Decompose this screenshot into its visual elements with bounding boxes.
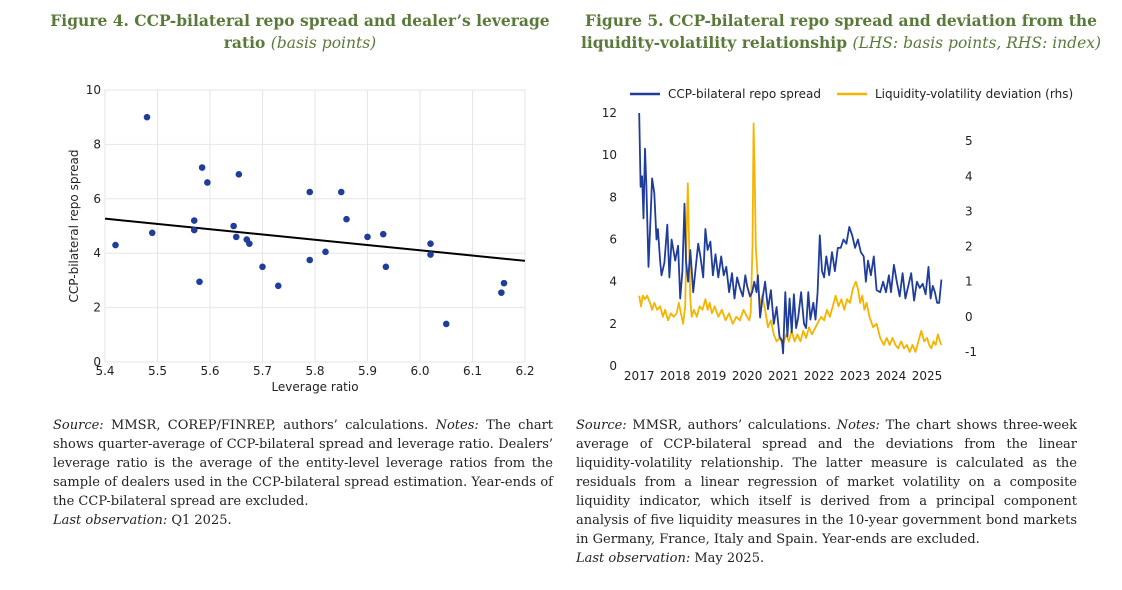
x-tick-label: 2023 xyxy=(840,369,871,383)
figure-5-unit: (LHS: basis points, RHS: index) xyxy=(852,34,1102,52)
x-tick-label: 2022 xyxy=(804,369,835,383)
scatter-point xyxy=(274,282,282,290)
figure-4-title-text: Figure 4. CCP-bilateral repo spread and … xyxy=(50,11,550,52)
y-tick-label: 2 xyxy=(93,301,101,315)
last-observation-text: May 2025. xyxy=(694,551,765,566)
x-axis-label: Leverage ratio xyxy=(271,380,358,394)
x-tick-label: 5.8 xyxy=(305,364,324,378)
notes-label: Notes: xyxy=(836,418,880,433)
last-observation-label: Last observation: xyxy=(576,551,691,566)
scatter-point xyxy=(500,279,508,287)
scatter-point xyxy=(230,222,237,230)
last-observation-label: Last observation: xyxy=(53,513,168,528)
trend-line xyxy=(104,217,526,262)
x-tick-label: 2025 xyxy=(912,369,943,383)
notes-text: The chart shows quarter-average of CCP-b… xyxy=(53,418,554,509)
right-y-tick-label: -1 xyxy=(965,345,977,359)
x-tick-label: 2021 xyxy=(768,369,799,383)
x-tick-label: 5.4 xyxy=(95,364,114,378)
scatter-point xyxy=(343,215,350,223)
scatter-point xyxy=(498,289,505,296)
scatter-chart: 5.4 5.5 5.6 5.7 5.8 5.9 6.0 6.1 6.2 0 2 4 6 8 10 Levera… xyxy=(67,83,535,394)
right-y-tick-label: 4 xyxy=(965,169,973,183)
y-axis-label: CCP-bilateral repo spread xyxy=(67,150,81,303)
scatter-point xyxy=(306,188,314,196)
scatter-point xyxy=(232,233,240,241)
scatter-point xyxy=(198,164,206,171)
scatter-point xyxy=(143,113,151,121)
scatter-point xyxy=(306,256,314,264)
right-y-tick-label: 0 xyxy=(965,310,973,324)
scatter-point xyxy=(337,188,345,196)
scatter-point xyxy=(246,240,253,247)
figure-4: Figure 4. CCP-bilateral repo spread and … xyxy=(0,0,560,590)
scatter-point xyxy=(148,229,156,237)
x-tick-label: 6.0 xyxy=(410,364,429,378)
notes-label: Notes: xyxy=(435,418,479,433)
scatter-point xyxy=(364,233,371,241)
right-y-tick-label: 1 xyxy=(965,275,973,289)
scatter-point xyxy=(235,171,243,178)
figure-5-note: Source: MMSR, authors’ calculations. Not… xyxy=(576,416,1077,568)
notes-text: The chart shows three-week average of CC… xyxy=(576,418,1077,547)
series-line xyxy=(638,112,943,355)
left-y-tick-label: 10 xyxy=(602,148,617,162)
left-y-tick-label: 0 xyxy=(609,359,617,373)
scatter-point xyxy=(322,248,329,256)
legend-label: Liquidity-volatility deviation (rhs) xyxy=(875,87,1073,101)
figure-4-note: Source: MMSR, COREP/FINREP, authors’ cal… xyxy=(53,416,553,530)
scatter-point xyxy=(427,251,434,258)
legend-label: CCP-bilateral repo spread xyxy=(668,87,821,101)
scatter-point xyxy=(196,278,203,286)
source-text: MMSR, COREP/FINREP, authors’ calculation… xyxy=(111,418,429,433)
x-tick-label: 2024 xyxy=(876,369,907,383)
x-tick-label: 5.9 xyxy=(358,364,377,378)
figure-5-title-text: Figure 5. CCP-bilateral repo spread and … xyxy=(580,11,1098,52)
left-y-tick-label: 2 xyxy=(609,317,617,331)
y-tick-label: 8 xyxy=(93,137,101,151)
left-y-tick-label: 4 xyxy=(609,275,617,289)
left-y-tick-label: 12 xyxy=(602,106,617,120)
scatter-point xyxy=(379,230,387,238)
y-tick-label: 10 xyxy=(86,83,101,97)
scatter-point xyxy=(382,263,390,271)
x-tick-label: 5.5 xyxy=(148,364,167,378)
scatter-point xyxy=(442,320,450,328)
x-tick-label: 5.7 xyxy=(253,364,272,378)
figure-4-title: Figure 4. CCP-bilateral repo spread and … xyxy=(40,10,560,54)
right-y-tick-label: 5 xyxy=(965,134,973,148)
left-y-tick-label: 6 xyxy=(609,233,617,247)
right-y-tick-label: 3 xyxy=(965,204,973,218)
x-tick-label: 2020 xyxy=(732,369,763,383)
source-label: Source: xyxy=(576,418,627,433)
figure-5: Figure 5. CCP-bilateral repo spread and … xyxy=(560,0,1122,590)
last-observation-text: Q1 2025. xyxy=(171,513,232,528)
figure-5-title: Figure 5. CCP-bilateral repo spread and … xyxy=(560,10,1122,54)
x-tick-label: 2019 xyxy=(696,369,727,383)
x-tick-label: 2018 xyxy=(660,369,691,383)
x-tick-label: 2017 xyxy=(624,369,655,383)
left-y-tick-label: 8 xyxy=(609,190,617,204)
scatter-point xyxy=(427,240,434,247)
source-text: MMSR, authors’ calculations. xyxy=(632,418,831,433)
scatter-point xyxy=(190,217,198,224)
y-tick-label: 6 xyxy=(93,192,101,206)
figure-4-unit: (basis points) xyxy=(270,34,377,52)
x-tick-label: 6.1 xyxy=(463,364,482,378)
y-tick-label: 0 xyxy=(93,355,101,369)
scatter-point xyxy=(259,263,266,271)
x-tick-label: 6.2 xyxy=(515,364,534,378)
scatter-point xyxy=(190,226,198,234)
scatter-point xyxy=(112,241,119,249)
y-tick-label: 4 xyxy=(93,246,101,260)
x-tick-label: 5.6 xyxy=(200,364,219,378)
right-y-tick-label: 2 xyxy=(965,240,973,254)
scatter-point xyxy=(204,179,211,186)
source-label: Source: xyxy=(53,418,104,433)
